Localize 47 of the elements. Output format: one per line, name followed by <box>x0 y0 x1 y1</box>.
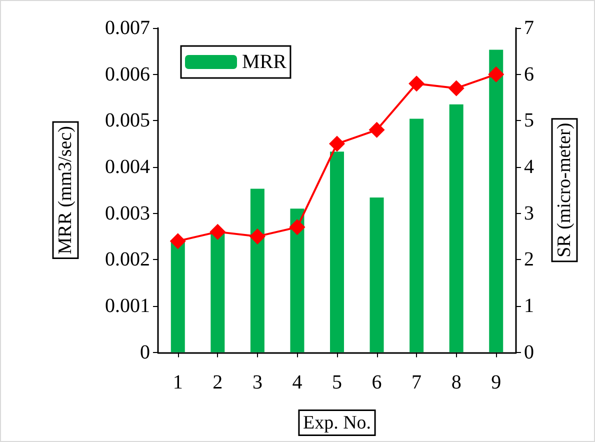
x-tick-label: 9 <box>491 371 502 394</box>
y-tick-label: 0.003 <box>105 202 150 224</box>
y-tick-label: 0 <box>140 341 150 364</box>
y2-tick-label: 1 <box>524 294 534 317</box>
x-tick-label: 5 <box>332 371 342 394</box>
y2-tick-label: 3 <box>524 202 534 224</box>
bar <box>449 104 464 352</box>
bar <box>410 118 424 352</box>
point <box>170 233 186 250</box>
y2-axis-title: SR (micro-meter) <box>554 122 575 258</box>
y2-tick-label: 5 <box>524 110 534 132</box>
point <box>210 224 226 240</box>
bar <box>489 50 504 352</box>
y-tick-label: 0.007 <box>105 17 150 39</box>
y2-tick-label: 0 <box>524 341 534 364</box>
y2-tick-label: 7 <box>524 17 534 39</box>
legend-label: MRR <box>242 51 288 73</box>
y-tick-label: 0.004 <box>105 156 150 178</box>
point <box>249 228 266 244</box>
y2-tick-label: 2 <box>524 248 534 271</box>
y-tick-label: 0.006 <box>105 63 150 86</box>
y-axis-title: MRR (mm3/sec) <box>55 126 76 254</box>
x-axis-title: Exp. No. <box>302 412 372 434</box>
point <box>329 136 345 152</box>
x-tick-label: 7 <box>412 371 422 394</box>
x-tick-label: 1 <box>172 371 183 394</box>
x-tick-label: 8 <box>451 371 462 394</box>
point <box>368 122 385 138</box>
point <box>448 80 464 96</box>
y-tick-label: 0.001 <box>105 294 150 317</box>
x-tick-label: 3 <box>252 371 262 394</box>
x-tick-label: 2 <box>212 371 223 394</box>
bar <box>370 198 384 352</box>
y-tick-label: 0.002 <box>105 248 150 271</box>
y-tick-label: 0.005 <box>105 110 150 132</box>
bar <box>210 232 225 352</box>
point <box>289 219 306 236</box>
x-tick-label: 4 <box>292 371 302 394</box>
bar <box>330 152 344 352</box>
bar <box>170 241 185 352</box>
x-tick-label: 6 <box>372 371 382 394</box>
y2-tick-label: 4 <box>524 156 534 178</box>
point <box>488 66 504 82</box>
y2-tick-label: 6 <box>524 63 534 86</box>
bar <box>290 208 304 352</box>
point <box>408 76 425 92</box>
bar <box>250 188 264 352</box>
